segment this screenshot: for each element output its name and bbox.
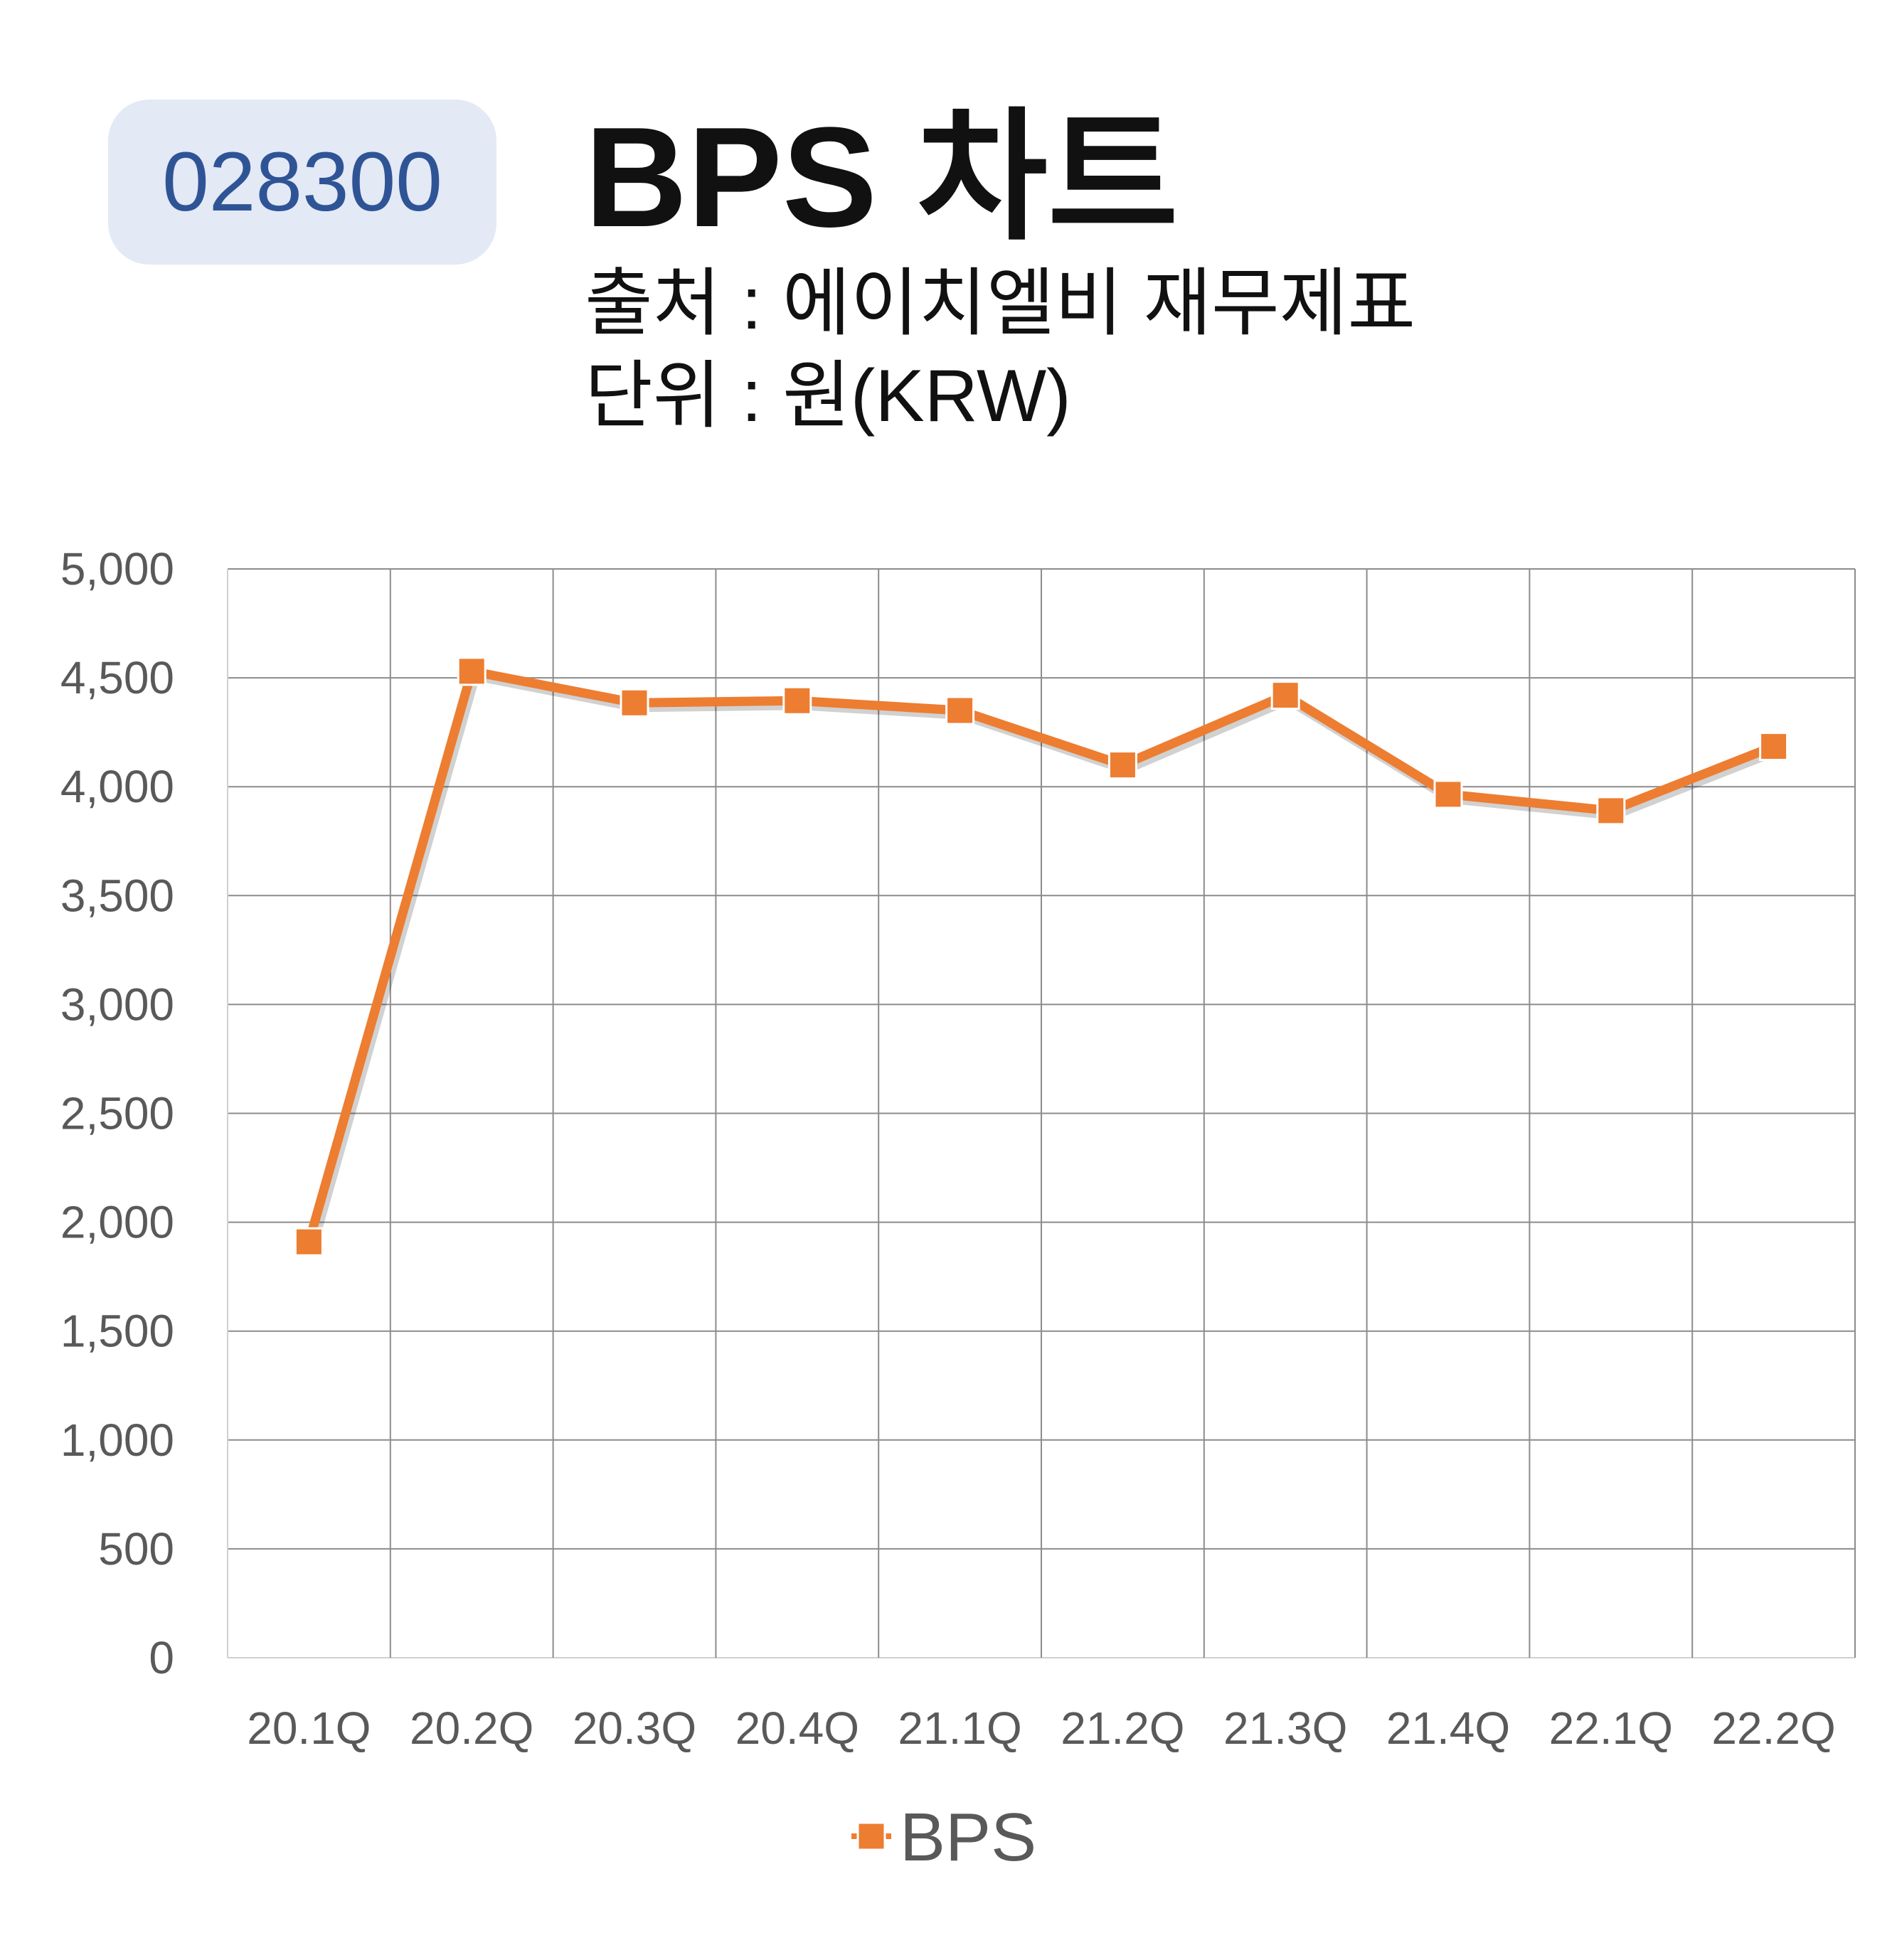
y-tick-label: 1,000 bbox=[60, 1415, 174, 1466]
stock-code: 028300 bbox=[162, 135, 442, 229]
data-point-marker bbox=[294, 1227, 324, 1257]
data-point-marker bbox=[1270, 681, 1300, 710]
data-point-marker bbox=[1433, 779, 1463, 809]
x-tick-label: 21.1Q bbox=[898, 1703, 1021, 1754]
y-tick-label: 3,000 bbox=[60, 979, 174, 1030]
x-tick-label: 20.2Q bbox=[410, 1703, 533, 1754]
y-tick-label: 2,000 bbox=[60, 1197, 174, 1248]
data-point-marker bbox=[1759, 732, 1789, 762]
x-tick-label: 22.2Q bbox=[1711, 1703, 1835, 1754]
chart-title: BPS 차트 bbox=[585, 98, 1179, 257]
data-point-marker bbox=[1596, 796, 1626, 826]
data-point-marker bbox=[620, 688, 649, 718]
legend-label: BPS bbox=[900, 1799, 1036, 1875]
legend-marker bbox=[856, 1821, 886, 1851]
x-tick-label: 20.3Q bbox=[573, 1703, 696, 1754]
legend: BPS bbox=[851, 1799, 1036, 1875]
y-tick-label: 4,500 bbox=[60, 652, 174, 703]
stock-code-badge: 028300 bbox=[108, 100, 496, 265]
y-tick-label: 0 bbox=[149, 1632, 174, 1683]
x-tick-label: 21.2Q bbox=[1061, 1703, 1184, 1754]
source-line: 출처 : 에이치엘비 재무제표 bbox=[585, 262, 1416, 345]
y-tick-label: 4,000 bbox=[60, 761, 174, 812]
x-tick-label: 20.4Q bbox=[735, 1703, 859, 1754]
x-tick-label: 21.3Q bbox=[1223, 1703, 1347, 1754]
data-point-marker bbox=[945, 696, 975, 725]
data-point-marker bbox=[782, 686, 812, 715]
x-tick-label: 21.4Q bbox=[1386, 1703, 1510, 1754]
y-tick-label: 2,500 bbox=[60, 1088, 174, 1139]
unit-line: 단위 : 원(KRW) bbox=[585, 355, 1071, 437]
x-tick-label: 20.1Q bbox=[247, 1703, 371, 1754]
series-line-bps bbox=[304, 666, 1779, 1247]
y-tick-label: 3,500 bbox=[60, 870, 174, 921]
x-tick-label: 22.1Q bbox=[1549, 1703, 1673, 1754]
y-tick-label: 500 bbox=[98, 1523, 174, 1575]
y-tick-label: 5,000 bbox=[60, 543, 174, 595]
data-point-marker bbox=[1107, 750, 1137, 780]
y-tick-label: 1,500 bbox=[60, 1306, 174, 1357]
data-point-marker bbox=[457, 656, 487, 686]
